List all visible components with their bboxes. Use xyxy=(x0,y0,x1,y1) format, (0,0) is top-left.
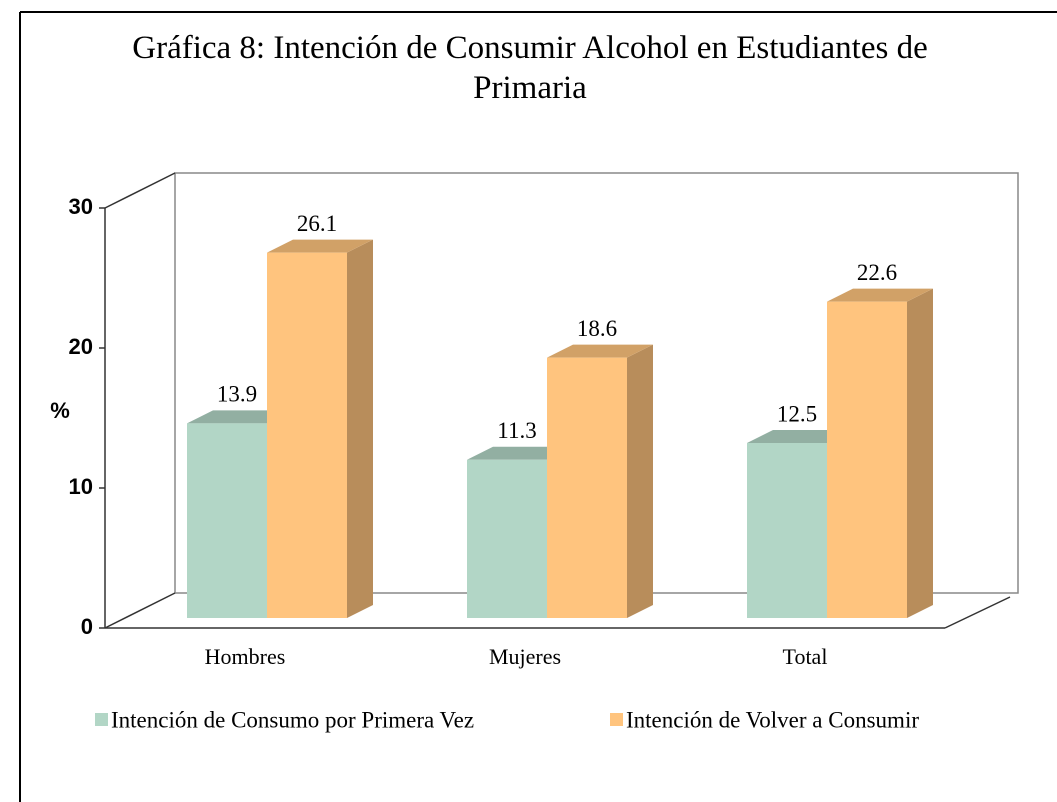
data-label: 12.5 xyxy=(777,401,817,426)
bar-top xyxy=(187,410,293,424)
bar-top xyxy=(547,344,653,358)
y-tick-label: 20 xyxy=(69,334,93,359)
x-tick-label: Total xyxy=(783,644,828,669)
bar-front xyxy=(547,357,627,618)
legend-swatch xyxy=(95,713,108,726)
floor-edge xyxy=(104,592,176,629)
bar-front xyxy=(747,443,827,618)
y-tick-label: 10 xyxy=(69,474,93,499)
bar-top xyxy=(267,239,373,253)
data-label: 22.6 xyxy=(857,260,897,285)
wall-edge xyxy=(104,172,176,209)
legend-label: Intención de Consumo por Primera Vez xyxy=(111,707,474,732)
bar-top xyxy=(747,430,853,443)
bar xyxy=(267,239,373,618)
data-label: 26.1 xyxy=(297,211,337,236)
floor-edge xyxy=(944,596,1011,629)
bar-side xyxy=(627,344,653,618)
bar xyxy=(827,288,933,618)
bar-front xyxy=(267,252,347,618)
bar-side xyxy=(347,239,373,618)
y-tick-label: 0 xyxy=(81,614,93,639)
bar-side xyxy=(907,288,933,618)
bar xyxy=(547,344,653,618)
x-tick-label: Hombres xyxy=(205,644,286,669)
bar-top xyxy=(827,288,933,302)
y-axis-label: % xyxy=(50,398,70,423)
data-label: 18.6 xyxy=(577,316,617,341)
chart-title: Gráfica 8: Intención de Consumir Alcohol… xyxy=(132,30,928,106)
bar-front xyxy=(467,459,547,618)
legend-label: Intención de Volver a Consumir xyxy=(626,707,919,732)
bar-front xyxy=(187,423,267,618)
legend-swatch xyxy=(610,713,623,726)
bar-top xyxy=(467,446,573,460)
data-label: 11.3 xyxy=(497,418,536,443)
x-tick-label: Mujeres xyxy=(489,644,561,669)
bar-front xyxy=(827,301,907,618)
data-label: 13.9 xyxy=(217,382,257,407)
y-tick-label: 30 xyxy=(69,194,93,219)
